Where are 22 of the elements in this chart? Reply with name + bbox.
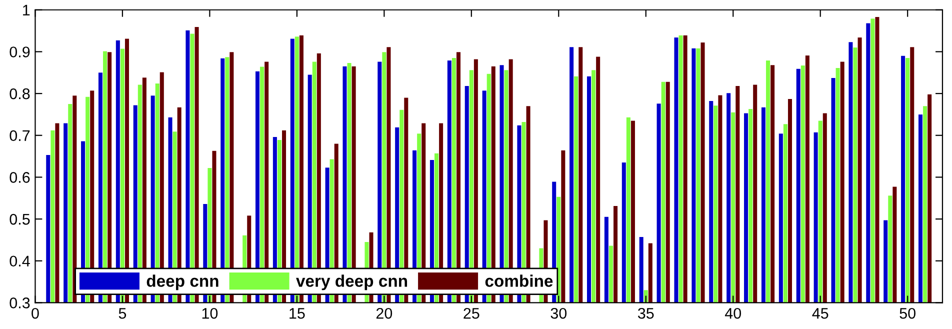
y-tick-label: 1: [23, 4, 30, 16]
x-tick-label: 45: [812, 308, 828, 319]
x-tick-label: 0: [32, 308, 39, 319]
x-tick-label: 25: [464, 308, 480, 319]
legend-label: combine: [485, 274, 553, 287]
legend-label: deep cnn: [146, 274, 218, 290]
x-tick-label: 5: [118, 308, 126, 319]
x-tick-label: 50: [900, 308, 916, 319]
legend-label: very deep cnn: [296, 274, 408, 290]
y-tick-label: 0.6: [10, 172, 30, 183]
x-tick-label: 15: [290, 308, 305, 319]
y-tick-label: 0.3: [10, 298, 30, 308]
y-tick-label: 0.5: [10, 214, 30, 225]
x-tick-label: 10: [202, 308, 218, 319]
x-tick-label: 35: [638, 308, 654, 319]
x-tick-label: 40: [724, 308, 742, 319]
x-tick-label: 20: [376, 308, 392, 319]
y-tick-label: 0.4: [10, 256, 30, 267]
y-tick-label: 0.8: [10, 88, 30, 100]
y-tick-label: 0.9: [10, 46, 30, 58]
y-tick-label: 0.7: [10, 130, 30, 142]
x-tick-label: 30: [550, 308, 567, 319]
